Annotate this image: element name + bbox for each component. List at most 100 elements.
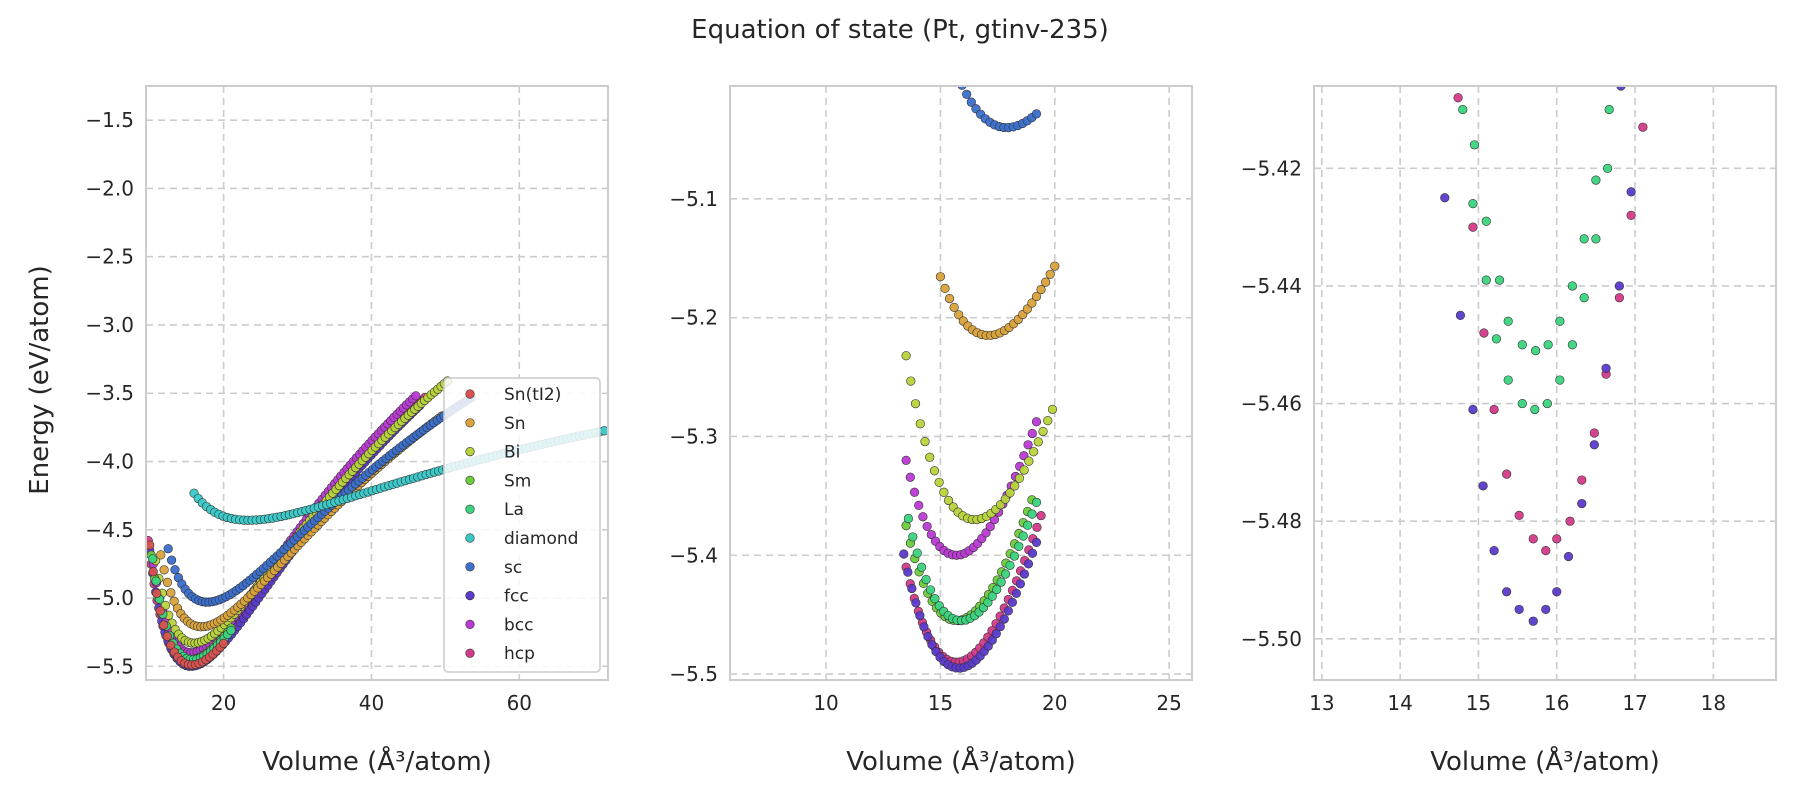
point-bi	[944, 495, 954, 506]
point-bi	[939, 487, 949, 497]
point-la	[1603, 163, 1613, 173]
y-tick-label: −5.46	[1241, 392, 1302, 416]
y-tick-label: −1.5	[85, 108, 134, 132]
x-tick-label: 60	[507, 691, 532, 715]
point-la	[1591, 175, 1601, 185]
point-la	[930, 594, 940, 604]
y-tick-label: −4.5	[85, 518, 134, 542]
y-tick-label: −5.3	[669, 424, 718, 448]
point-la	[1517, 398, 1527, 409]
point-sc	[930, 0, 939, 5]
point-la	[1469, 140, 1480, 150]
point-fcc	[1003, 606, 1013, 616]
point-fcc	[1031, 537, 1042, 547]
point-bi	[1024, 456, 1034, 466]
point-bi	[910, 399, 921, 409]
y-tick-label: −5.2	[669, 306, 718, 330]
point-bi	[929, 466, 940, 476]
point-la	[1468, 199, 1478, 209]
point-la	[1567, 340, 1578, 350]
point-la	[1555, 375, 1565, 385]
point-la	[1014, 541, 1024, 551]
point-la	[1543, 340, 1553, 350]
panel-3: 13 14 15 16 17 18 −5.50 −5.48 −5.46 −5.44 −5.42 Vol…	[1241, 85, 1777, 777]
point-bcc	[411, 391, 421, 401]
y-tick-label: −4.0	[85, 450, 134, 474]
x-tick-label: 18	[1701, 691, 1726, 715]
point-la	[1591, 234, 1601, 244]
point-hcp	[1614, 293, 1624, 303]
point-fcc	[1455, 310, 1466, 320]
point-la	[1481, 216, 1491, 226]
y-tick-label: −5.42	[1241, 156, 1302, 180]
point-bi	[906, 376, 916, 386]
point-la	[1018, 531, 1028, 541]
point-la	[148, 554, 158, 564]
point-hcp	[1541, 546, 1551, 556]
point-bcc	[922, 521, 932, 532]
point-la	[1023, 520, 1033, 530]
point-la	[1000, 569, 1011, 579]
point-hcp	[1453, 93, 1463, 103]
point-fcc	[911, 598, 921, 608]
point-la	[917, 562, 927, 572]
point-sn-ti2-	[162, 631, 172, 641]
point-sn	[1031, 291, 1042, 302]
point-bcc	[909, 487, 920, 497]
x-tick-label: 16	[1544, 691, 1569, 715]
point-bcc	[1023, 440, 1033, 450]
legend-marker	[465, 418, 475, 428]
point-hcp	[1514, 510, 1524, 520]
point-bi	[1033, 437, 1043, 447]
point-fcc	[1440, 193, 1450, 203]
point-la	[1530, 404, 1540, 415]
legend-label: sc	[504, 558, 522, 578]
point-fcc	[1626, 187, 1636, 197]
panel-1: 20 40 60 −5.5 −5.0 −4.5 −4.0 −3.5 −3.0 −2.5 −2.0 −1…	[85, 85, 609, 777]
point-la	[912, 548, 922, 558]
point-bi	[934, 477, 944, 488]
point-fcc	[1601, 363, 1611, 373]
point-bcc	[1031, 417, 1042, 427]
legend-marker	[465, 590, 475, 601]
y-tick-label: −5.5	[669, 662, 718, 686]
y-tick-label: −5.48	[1241, 509, 1302, 533]
legend-label: Sn	[504, 414, 526, 434]
legend-box	[443, 377, 601, 673]
point-la	[1555, 316, 1565, 326]
point-la	[925, 585, 936, 595]
point-fcc	[1614, 281, 1624, 291]
point-sn	[162, 577, 173, 588]
point-hcp	[1502, 469, 1512, 479]
point-hcp	[1565, 516, 1575, 526]
point-sn	[159, 565, 169, 575]
point-fcc	[1027, 548, 1038, 558]
point-sn	[166, 588, 176, 598]
point-la	[1031, 497, 1042, 508]
point-bi	[901, 351, 911, 361]
legend-marker	[465, 389, 475, 399]
point-sc	[166, 555, 177, 565]
y-tick-label: −5.0	[85, 586, 134, 610]
point-fcc	[991, 629, 1001, 639]
x-tick-label: 20	[1042, 691, 1067, 715]
y-tick-label: −5.4	[669, 543, 718, 567]
legend-marker	[465, 619, 475, 630]
point-la	[1579, 234, 1589, 244]
legend-label: hcp	[504, 644, 535, 664]
legend-marker	[465, 533, 475, 543]
point-fcc	[1616, 86, 1626, 91]
point-sn	[1027, 298, 1037, 308]
point-fcc	[995, 621, 1005, 632]
y-tick-label: −5.1	[669, 187, 718, 211]
point-sc	[944, 46, 953, 55]
point-fcc	[1007, 597, 1017, 607]
point-la	[151, 576, 161, 586]
x-tick-label: 20	[211, 691, 236, 715]
point-sc	[948, 59, 957, 68]
point-sn-ti2-	[146, 540, 155, 550]
legend-marker	[465, 447, 475, 457]
point-la	[996, 577, 1006, 587]
point-sn	[935, 272, 946, 282]
point-bi	[1010, 481, 1020, 491]
